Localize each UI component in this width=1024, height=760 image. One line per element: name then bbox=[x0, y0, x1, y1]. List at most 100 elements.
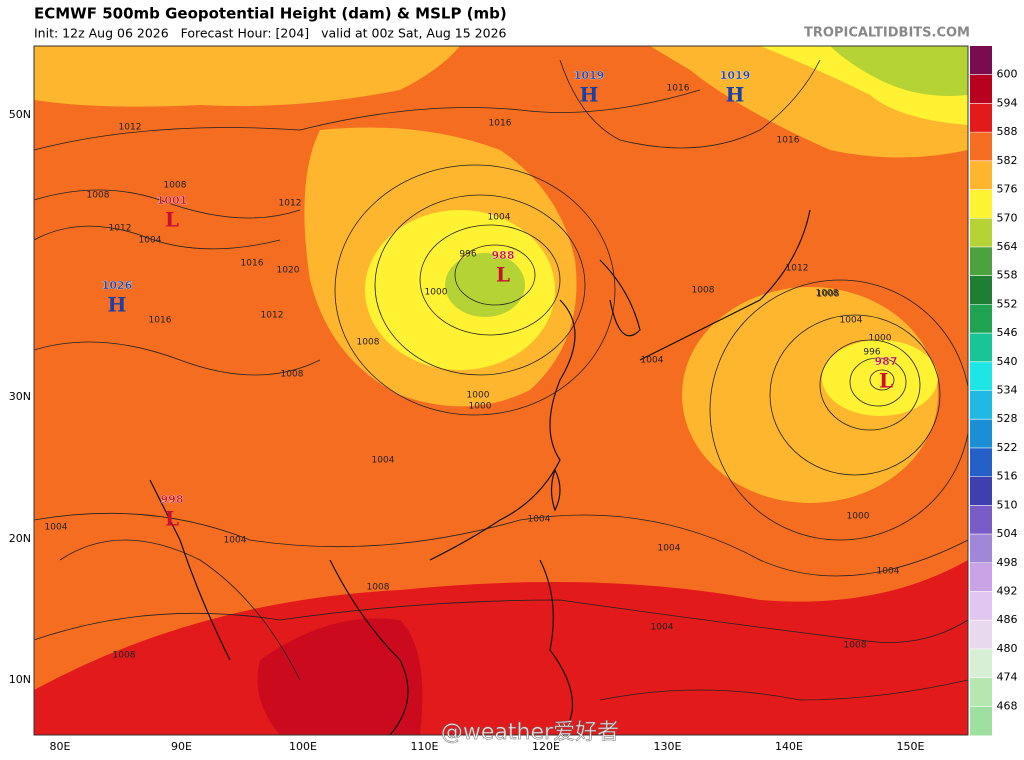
colorbar-label: 516 bbox=[997, 470, 1018, 483]
height-band bbox=[445, 253, 525, 317]
contour-label: 1016 bbox=[777, 136, 800, 146]
isobar bbox=[709, 279, 968, 541]
contour-label: 1012 bbox=[786, 264, 809, 274]
isobar bbox=[34, 189, 301, 219]
isobar bbox=[869, 369, 895, 391]
colorbar-label: 480 bbox=[997, 642, 1018, 655]
colorbar-swatch bbox=[970, 132, 992, 162]
coastline bbox=[550, 468, 561, 512]
colorbar-swatch bbox=[970, 648, 992, 679]
contour-label: 1004 bbox=[45, 523, 68, 533]
lat-label: 30N bbox=[9, 390, 31, 403]
contour-label: 1008 bbox=[844, 641, 867, 651]
colorbar-swatch bbox=[970, 505, 992, 535]
contour-label: 1004 bbox=[641, 356, 664, 366]
lat-label: 10N bbox=[9, 673, 31, 686]
contour-label: 1016 bbox=[667, 84, 690, 94]
colorbar-label: 474 bbox=[997, 671, 1018, 684]
lat-label: 20N bbox=[9, 532, 31, 545]
center-value: 998 bbox=[161, 493, 184, 506]
isobar bbox=[849, 357, 907, 407]
height-band bbox=[822, 340, 938, 416]
colorbar-label: 510 bbox=[997, 498, 1018, 511]
center-value: 1001 bbox=[157, 194, 188, 207]
colorbar-label: 546 bbox=[997, 326, 1018, 339]
colorbar-swatch bbox=[970, 447, 992, 478]
center-value: 1019 bbox=[720, 69, 751, 82]
contour-label: 1008 bbox=[281, 370, 304, 380]
colorbar: 600 594 588 582 576 570 564 558 552 546 540 534 528 5… bbox=[970, 46, 1018, 736]
isobars bbox=[34, 59, 968, 701]
colorbar-label: 492 bbox=[997, 584, 1018, 597]
contour-label: 1012 bbox=[109, 224, 132, 234]
lon-label: 80E bbox=[50, 740, 71, 753]
map-subtitle: Init: 12z Aug 06 2026 Forecast Hour: [20… bbox=[34, 26, 507, 41]
colorbar-label: 558 bbox=[997, 269, 1018, 282]
contour-label: 1008 bbox=[113, 651, 136, 661]
center-letter: H bbox=[108, 293, 127, 317]
coastline bbox=[539, 559, 574, 721]
contour-labels: 1016 1016 1016 1012 1012 1008 1008 1004 1012 1016… bbox=[45, 84, 900, 661]
contour-label: 1000 bbox=[425, 288, 448, 298]
isobar bbox=[819, 339, 921, 431]
colorbar-label: 540 bbox=[997, 355, 1018, 368]
contour-label: 1004 bbox=[139, 236, 162, 246]
contour-label: 1004 bbox=[488, 213, 511, 223]
coastlines bbox=[149, 209, 811, 735]
colorbar-swatch bbox=[970, 246, 992, 277]
center-letter: H bbox=[580, 83, 599, 107]
colorbar-swatch bbox=[970, 333, 992, 363]
colorbar-label: 522 bbox=[997, 441, 1018, 454]
colorbar-label: 486 bbox=[997, 613, 1018, 626]
colorbar-swatch bbox=[970, 706, 992, 736]
colorbar-swatch bbox=[970, 534, 992, 564]
contour-label: 1008 bbox=[817, 290, 840, 300]
center-letter: H bbox=[726, 83, 745, 107]
isobar bbox=[454, 244, 536, 306]
colorbar-swatch bbox=[970, 361, 992, 391]
isobar bbox=[334, 164, 616, 416]
contour-label: 1008 bbox=[87, 191, 110, 201]
isobar bbox=[769, 314, 941, 476]
colorbar-label: 468 bbox=[997, 699, 1018, 712]
map-area: 1016 1016 1016 1012 1012 1008 1008 1004 1012 1016… bbox=[34, 46, 968, 735]
colorbar-swatch bbox=[970, 189, 992, 219]
contour-label: 1004 bbox=[651, 623, 674, 633]
colorbar-swatch bbox=[970, 390, 992, 420]
contour-label: 1008 bbox=[816, 289, 839, 299]
contour-label: 1020 bbox=[277, 266, 300, 276]
contour-label: 1012 bbox=[279, 199, 302, 209]
colorbar-label: 594 bbox=[997, 96, 1018, 109]
lon-label: 140E bbox=[775, 740, 803, 753]
contour-label: 996 bbox=[863, 348, 880, 358]
colorbar-swatch bbox=[970, 46, 992, 76]
contour-label: 1000 bbox=[467, 391, 490, 401]
isobar bbox=[34, 512, 968, 577]
lon-label: 100E bbox=[289, 740, 317, 753]
contour-label: 1008 bbox=[367, 583, 390, 593]
coastline bbox=[329, 559, 409, 735]
colorbar-label: 600 bbox=[997, 68, 1018, 81]
colorbar-swatch bbox=[970, 591, 992, 621]
isobar bbox=[34, 341, 321, 376]
colorbar-label: 570 bbox=[997, 211, 1018, 224]
watermark: @weather爱好者 bbox=[441, 720, 619, 745]
isobar bbox=[34, 599, 968, 643]
contour-label: 1012 bbox=[261, 311, 284, 321]
map-title: ECMWF 500mb Geopotential Height (dam) & … bbox=[34, 5, 507, 23]
map-frame bbox=[33, 45, 969, 736]
coastline bbox=[429, 299, 576, 561]
isobar bbox=[34, 89, 701, 151]
contour-label: 1000 bbox=[847, 512, 870, 522]
colorbar-swatch bbox=[970, 160, 992, 191]
isobar bbox=[59, 539, 301, 681]
lat-label: 50N bbox=[9, 108, 31, 121]
colorbar-label: 528 bbox=[997, 412, 1018, 425]
contour-label: 1004 bbox=[877, 567, 900, 577]
isobar bbox=[374, 194, 586, 376]
contour-label: 1004 bbox=[840, 316, 863, 326]
center-letter: L bbox=[879, 369, 893, 393]
colorbar-label: 564 bbox=[997, 240, 1018, 253]
map-axes: 50N 30N 20N 10N 80E 90E 100E 110E 120E 130E 140E 15… bbox=[9, 108, 925, 753]
